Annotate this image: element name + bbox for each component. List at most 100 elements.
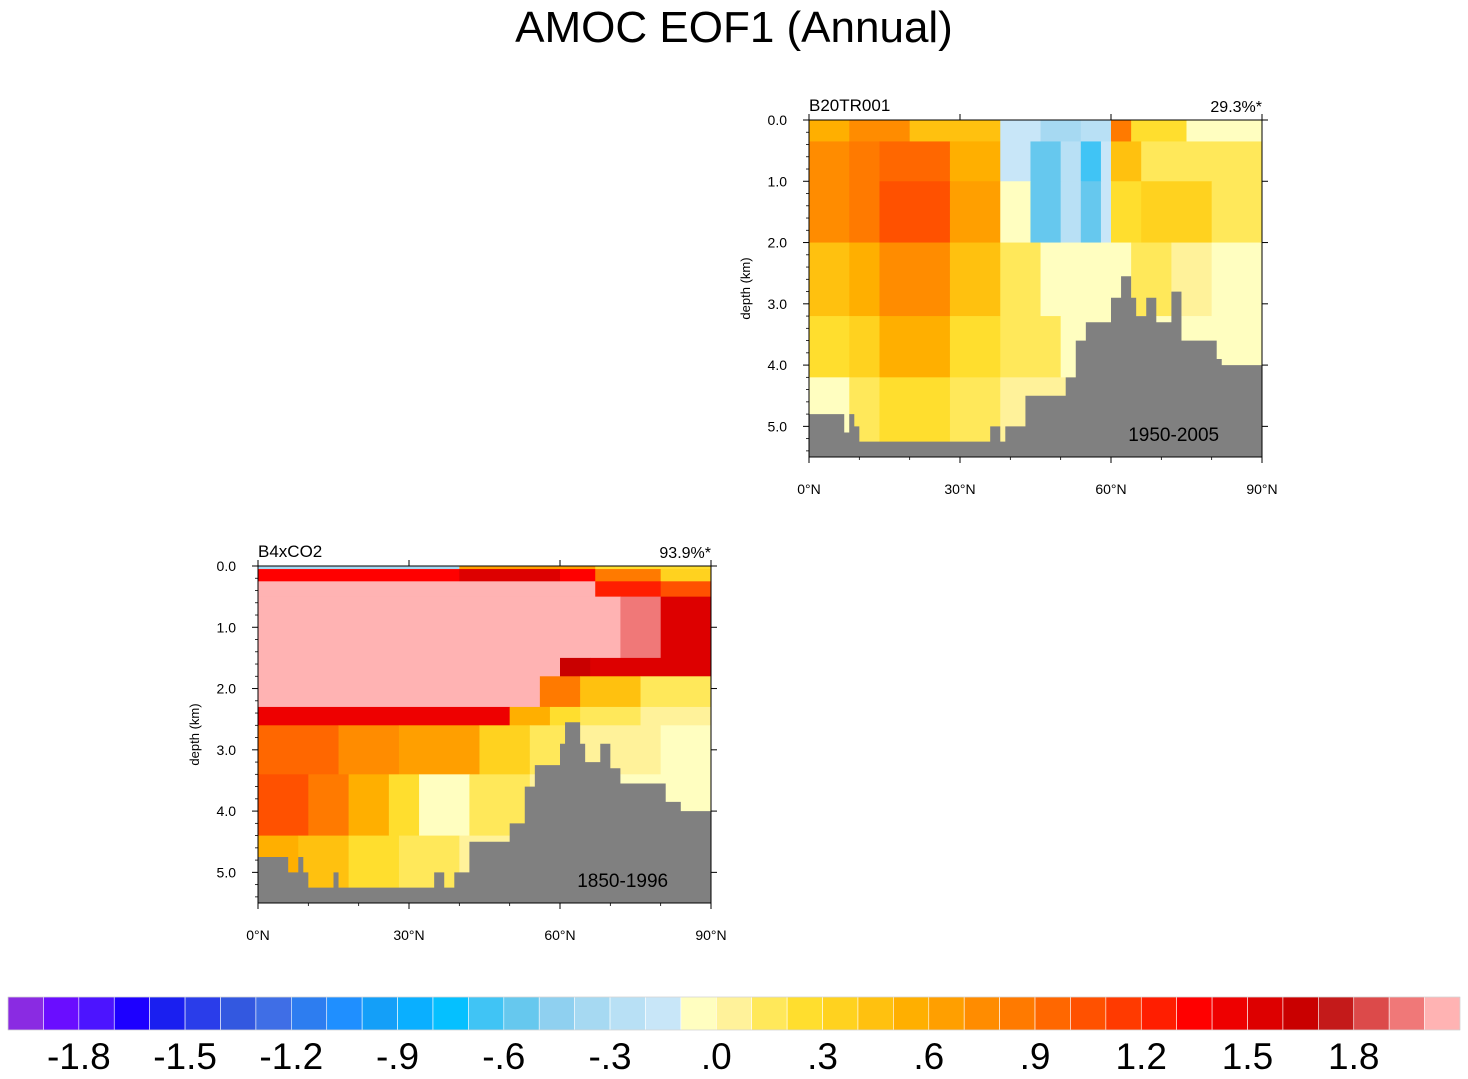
contour-cell (1141, 141, 1213, 182)
x-axis: 0°N 30°N 60°N 90°N (246, 560, 727, 943)
bathymetry (258, 722, 711, 903)
contour-cell (640, 706, 712, 726)
contour-cell (1080, 141, 1102, 182)
y-tick-label: 0.0 (217, 558, 237, 574)
x-tick-label: 0°N (797, 481, 821, 497)
x-tick-label: 60°N (544, 927, 575, 943)
colorbar-swatch (468, 996, 505, 1031)
contour-cell (580, 706, 642, 726)
colorbar-label: -1.8 (47, 1036, 111, 1077)
y-tick-label: 4.0 (768, 357, 788, 373)
period-label: 1850-1996 (577, 871, 668, 892)
colorbar-swatch (432, 996, 469, 1031)
contour-cell (1060, 141, 1082, 182)
colorbar: -1.8 -1.5 -1.2 -.9 -.6 -.3 .0 .3 .6 .9 1.2 1.5 1.8 (7, 996, 1461, 1077)
colorbar-swatch (1282, 996, 1319, 1031)
colorbar-swatch (1388, 996, 1425, 1031)
contour-cell (459, 569, 561, 582)
colorbar-label: -1.5 (153, 1036, 217, 1077)
contour-cell (258, 566, 460, 570)
colorbar-swatch (326, 996, 363, 1031)
contour-cell (879, 242, 951, 317)
y-tick-label: 1.0 (217, 619, 237, 635)
colorbar-swatch (1140, 996, 1177, 1031)
x-tick-label: 0°N (246, 927, 270, 943)
contour-cell (809, 181, 850, 244)
contour-cell (1100, 141, 1112, 182)
colorbar-swatch (361, 996, 398, 1031)
colorbar-swatch (503, 996, 540, 1031)
contour-cell (258, 706, 511, 726)
contour-cell (849, 181, 880, 244)
contour-cell (595, 566, 712, 570)
contour-cell (549, 706, 581, 726)
contour-cell (539, 676, 581, 708)
colorbar-swatch (291, 996, 328, 1031)
contour-cell (1211, 181, 1263, 244)
contour-cell (1131, 120, 1187, 142)
contour-cell (1000, 181, 1031, 244)
contour-cell (595, 581, 662, 598)
y-tick-label: 4.0 (217, 803, 237, 819)
colorbar-label: .6 (913, 1036, 944, 1077)
colorbar-swatch (609, 996, 646, 1031)
contour-cell (809, 141, 850, 182)
contour-cell (949, 181, 1001, 244)
colorbar-swatch (751, 996, 788, 1031)
colorbar-swatch (893, 996, 930, 1031)
contour-cell (1040, 120, 1082, 142)
colorbar-swatch (184, 996, 221, 1031)
panel-b4xco2: 0.0 1.0 2.0 3.0 4.0 5.0 0°N 30°N 60°N 90°N B4xCO… (187, 542, 727, 943)
contour-cell (909, 120, 1001, 142)
variance-percent: 93.9%* (659, 545, 711, 562)
contour-cell (660, 569, 712, 582)
colorbar-swatch (1353, 996, 1390, 1031)
colorbar-swatch (78, 996, 115, 1031)
colorbar-swatch (1070, 996, 1107, 1031)
contour-cell (949, 141, 1001, 182)
contour-cell (1211, 242, 1263, 317)
contour-cell (849, 242, 880, 317)
colorbar-swatch (43, 996, 80, 1031)
contour-cell (849, 141, 880, 182)
bathymetry (809, 276, 1262, 457)
colorbar-swatch (857, 996, 894, 1031)
contour-cell (660, 581, 712, 598)
contour-cell (660, 725, 712, 775)
colorbar-label: 1.8 (1328, 1036, 1379, 1077)
contour-cell (580, 676, 642, 708)
contour-cell (849, 120, 911, 142)
y-tick-label: 3.0 (217, 742, 237, 758)
y-tick-label: 5.0 (768, 418, 788, 434)
contour-cell (258, 725, 340, 775)
contour-cell (1000, 316, 1062, 378)
x-axis: 0°N 30°N 60°N 90°N (797, 114, 1278, 497)
y-axis-label: depth (km) (187, 703, 202, 765)
contour-cell (258, 581, 596, 598)
colorbar-swatch (220, 996, 257, 1031)
contour-cell (1080, 120, 1112, 142)
contour-cell (560, 569, 596, 582)
colorbar-swatch (680, 996, 717, 1031)
contour-cell (258, 657, 561, 677)
contour-cell (388, 774, 420, 837)
panel-title: B20TR001 (809, 96, 890, 115)
contour-cell (949, 316, 1001, 378)
colorbar-label: -.9 (376, 1036, 419, 1077)
contour-cell (879, 316, 951, 378)
contour-cell (560, 657, 591, 677)
contour-cell (1000, 242, 1042, 317)
contour-cell (1030, 181, 1062, 244)
y-tick-label: 2.0 (217, 681, 237, 697)
colorbar-swatch (113, 996, 150, 1031)
contour-cell (258, 596, 561, 659)
panel-title: B4xCO2 (258, 542, 322, 561)
y-tick-label: 1.0 (768, 173, 788, 189)
period-label: 1950-2005 (1128, 425, 1219, 446)
contour-cell (1111, 120, 1132, 142)
y-tick-label: 3.0 (768, 296, 788, 312)
contour-cell (1111, 141, 1142, 182)
contour-cell (1141, 181, 1213, 244)
contour-cell (809, 242, 850, 317)
contour-cell (398, 725, 480, 775)
